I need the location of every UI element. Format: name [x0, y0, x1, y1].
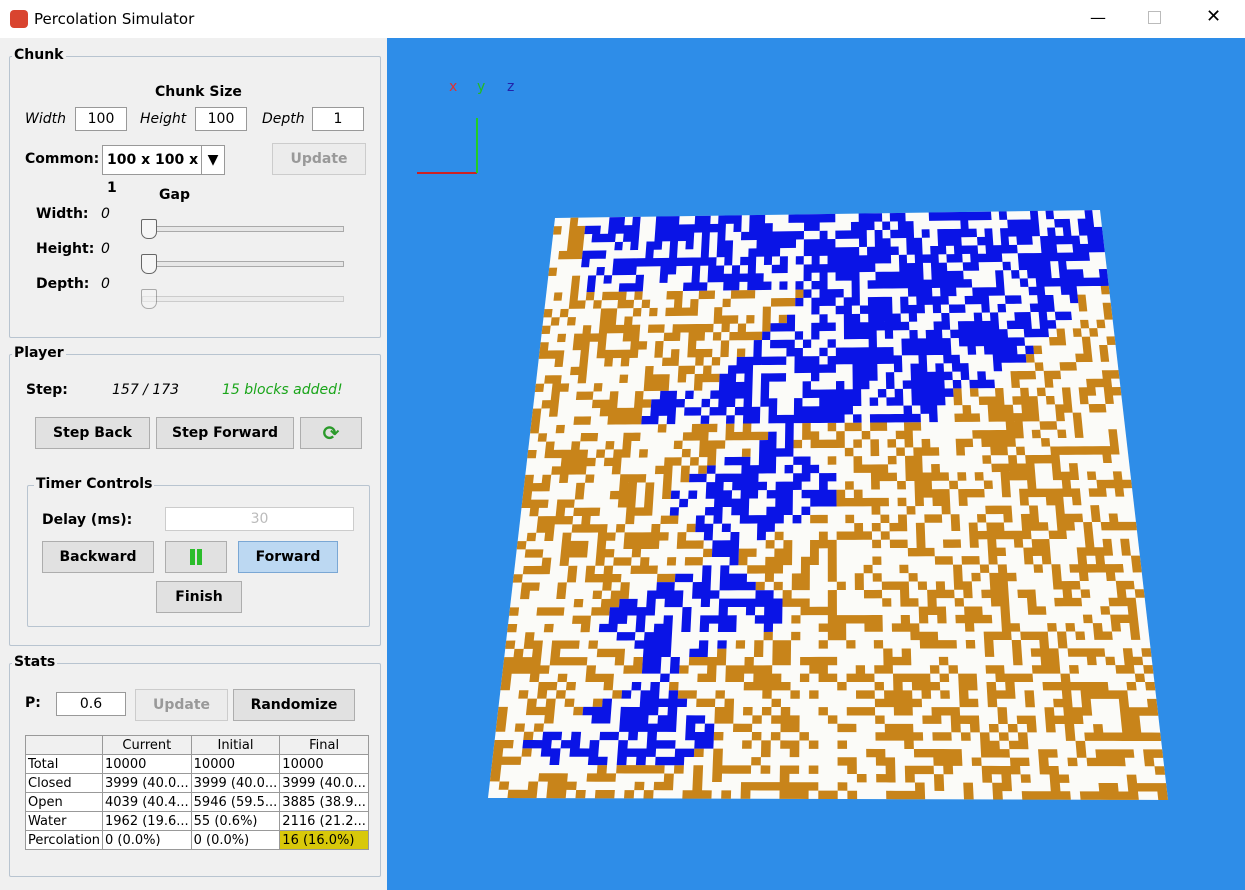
- slider-thumb: [141, 289, 157, 309]
- table-cell: 4039 (40.4...: [102, 792, 192, 812]
- table-cell: 2116 (21.2...: [279, 811, 369, 831]
- update-button[interactable]: Update: [272, 143, 366, 175]
- axis-label: z: [507, 79, 514, 95]
- step-forward-button[interactable]: Step Forward: [156, 417, 294, 449]
- viewport-3d[interactable]: x y z: [387, 38, 1245, 890]
- row-header: Total: [24, 754, 104, 774]
- row-header: Water: [24, 811, 104, 831]
- table-cell: 1962 (19.6...: [102, 811, 192, 831]
- table-cell: 10000: [279, 754, 369, 774]
- player-group: [9, 354, 381, 646]
- label: Width: [25, 111, 66, 127]
- label: Height: [140, 111, 187, 127]
- stats-table: Current Initial Final Total 10000 10000 100…: [24, 735, 369, 850]
- group-title: Chunk: [12, 47, 66, 63]
- p-input[interactable]: 0.6: [56, 692, 126, 716]
- minimize-button[interactable]: —: [1090, 8, 1106, 27]
- step-back-button[interactable]: Step Back: [35, 417, 150, 449]
- group-title: Timer Controls: [34, 476, 155, 492]
- maximize-button[interactable]: [1148, 11, 1161, 24]
- update-button[interactable]: Update: [135, 689, 228, 721]
- label: Step:: [26, 382, 68, 398]
- table-cell: 10000: [190, 754, 281, 774]
- closed-cells: [489, 217, 1168, 800]
- table-cell: 5946 (59.5...: [190, 792, 281, 812]
- table-cell: 3999 (40.0...: [102, 773, 192, 793]
- value: 0: [101, 206, 110, 222]
- row-header: Percolation: [24, 830, 104, 850]
- header-cell: Final: [279, 735, 369, 755]
- backward-button[interactable]: Backward: [42, 541, 154, 573]
- slider-thumb[interactable]: [141, 254, 157, 274]
- dropdown-arrow[interactable]: ▼: [201, 145, 225, 175]
- randomize-button[interactable]: Randomize: [233, 689, 355, 721]
- label: Chunk Size: [155, 84, 242, 100]
- slider-thumb[interactable]: [141, 219, 157, 239]
- slider[interactable]: [142, 261, 344, 267]
- table-cell: 0 (0.0%): [190, 830, 281, 850]
- refresh-button[interactable]: ⟳: [300, 417, 362, 449]
- finish-button[interactable]: Finish: [156, 581, 242, 613]
- axis-label: y: [477, 79, 485, 95]
- slider[interactable]: [142, 226, 344, 232]
- pause-button[interactable]: [165, 541, 227, 573]
- width-input[interactable]: 100: [75, 107, 127, 131]
- forward-button[interactable]: Forward: [238, 541, 338, 573]
- label: Depth: [262, 111, 305, 127]
- header-cell: [24, 735, 104, 755]
- title-bar: Percolation Simulator — ✕: [0, 0, 1245, 38]
- step-message: 15 blocks added!: [222, 382, 343, 398]
- label: Common:: [25, 151, 100, 167]
- close-button[interactable]: ✕: [1206, 6, 1222, 27]
- delay-input[interactable]: 30: [165, 507, 354, 531]
- app-icon: [10, 10, 28, 28]
- chunk-group: [9, 56, 381, 338]
- timer-group: [27, 485, 370, 627]
- slider: [142, 296, 344, 302]
- value: 0: [101, 276, 110, 292]
- row-header: Open: [24, 792, 104, 812]
- group-title: Player: [12, 345, 66, 361]
- label: Depth:: [36, 276, 90, 292]
- axis-label: x: [449, 79, 457, 95]
- label: P:: [25, 695, 41, 711]
- label: Gap: [159, 187, 190, 203]
- value: 0: [101, 241, 110, 257]
- height-input[interactable]: 100: [195, 107, 247, 131]
- header-cell: Current: [102, 735, 192, 755]
- label: Delay (ms):: [42, 512, 133, 528]
- stats-group: [9, 663, 381, 877]
- water-cells: [522, 210, 1109, 766]
- table-cell: 10000: [102, 754, 192, 774]
- table-cell: 3999 (40.0...: [279, 773, 369, 793]
- row-header: Closed: [24, 773, 104, 793]
- table-cell: 16 (16.0%): [279, 830, 369, 850]
- window-title: Percolation Simulator: [34, 10, 195, 28]
- table-cell: 3885 (38.9...: [279, 792, 369, 812]
- label: Width:: [36, 206, 89, 222]
- depth-input[interactable]: 1: [312, 107, 364, 131]
- step-value: 157 / 173: [112, 382, 180, 398]
- table-cell: 0 (0.0%): [102, 830, 192, 850]
- table-cell: 3999 (40.0...: [190, 773, 281, 793]
- header-cell: Initial: [190, 735, 281, 755]
- table-cell: 55 (0.6%): [190, 811, 281, 831]
- group-title: Stats: [12, 654, 58, 670]
- label: Height:: [36, 241, 95, 257]
- common-dropdown[interactable]: 100 x 100 x 1: [102, 145, 204, 196]
